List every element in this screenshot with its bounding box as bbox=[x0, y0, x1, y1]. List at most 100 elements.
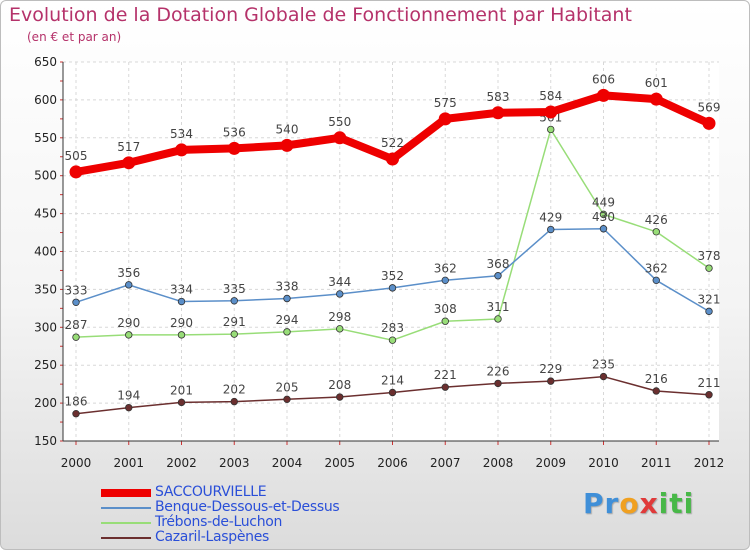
x-tick-label: 2003 bbox=[219, 456, 250, 470]
data-label: 575 bbox=[434, 96, 457, 110]
data-label: 308 bbox=[434, 302, 457, 316]
data-label: 311 bbox=[487, 300, 510, 314]
data-point bbox=[494, 379, 502, 388]
data-label: 517 bbox=[117, 140, 140, 154]
data-point bbox=[491, 106, 505, 120]
data-point bbox=[283, 328, 291, 336]
data-label: 208 bbox=[328, 378, 351, 392]
data-point bbox=[336, 325, 344, 333]
data-label: 235 bbox=[592, 358, 615, 372]
data-point bbox=[441, 276, 449, 285]
legend-swatch bbox=[101, 507, 151, 509]
data-point bbox=[599, 210, 608, 219]
data-point bbox=[230, 330, 238, 338]
legend-swatch bbox=[101, 537, 151, 539]
data-label: 550 bbox=[328, 115, 351, 129]
legend-swatch bbox=[101, 489, 151, 497]
logo-letter: t bbox=[669, 487, 684, 520]
data-point bbox=[386, 152, 399, 166]
data-label: 429 bbox=[539, 211, 562, 225]
data-label: 505 bbox=[65, 149, 88, 163]
data-point bbox=[283, 294, 291, 303]
data-label: 205 bbox=[276, 380, 299, 394]
data-point bbox=[388, 284, 397, 292]
data-point bbox=[125, 403, 133, 412]
data-label: 221 bbox=[434, 368, 457, 382]
data-point bbox=[652, 276, 660, 285]
data-point bbox=[705, 307, 713, 316]
data-label: 216 bbox=[645, 372, 668, 386]
data-point bbox=[230, 397, 238, 406]
y-tick-label: 450 bbox=[34, 207, 57, 221]
data-point bbox=[336, 290, 344, 298]
legend-label: Trébons-de-Luchon bbox=[155, 514, 283, 530]
data-point bbox=[72, 298, 80, 306]
data-label: 202 bbox=[223, 383, 246, 397]
data-label: 352 bbox=[381, 269, 404, 283]
data-label: 283 bbox=[381, 321, 404, 335]
data-label: 584 bbox=[539, 89, 562, 103]
y-tick-label: 350 bbox=[34, 282, 57, 296]
x-tick-label: 2004 bbox=[272, 456, 303, 470]
logo-letter: o bbox=[619, 487, 640, 520]
legend-label: SACCOURVIELLE bbox=[155, 484, 267, 500]
x-tick-label: 2005 bbox=[324, 456, 355, 470]
data-label: 194 bbox=[117, 389, 140, 403]
legend-label: Benque-Dessous-et-Dessus bbox=[155, 499, 340, 515]
data-point bbox=[652, 387, 660, 395]
data-label: 583 bbox=[487, 90, 510, 104]
y-tick-label: 250 bbox=[34, 358, 57, 372]
y-tick-label: 600 bbox=[34, 93, 57, 107]
y-tick-label: 150 bbox=[34, 434, 57, 448]
data-point bbox=[494, 315, 502, 323]
data-label: 534 bbox=[170, 127, 193, 141]
data-point bbox=[649, 92, 663, 106]
data-label: 378 bbox=[698, 249, 721, 263]
data-label: 287 bbox=[65, 318, 88, 332]
data-label: 601 bbox=[645, 76, 668, 90]
data-point bbox=[283, 395, 291, 404]
data-point bbox=[72, 333, 80, 341]
data-label: 186 bbox=[65, 395, 88, 409]
data-point bbox=[177, 331, 186, 339]
data-label: 569 bbox=[698, 100, 721, 114]
x-tick-label: 2006 bbox=[377, 456, 408, 470]
data-point bbox=[494, 272, 502, 280]
proxiti-logo: Proxiti bbox=[583, 487, 694, 520]
data-point bbox=[705, 391, 713, 399]
data-point bbox=[438, 112, 452, 126]
data-point bbox=[177, 297, 186, 306]
data-point bbox=[333, 131, 347, 145]
logo-letter: x bbox=[639, 487, 659, 520]
data-point bbox=[177, 398, 186, 407]
data-label: 214 bbox=[381, 373, 404, 387]
y-tick-label: 300 bbox=[34, 320, 57, 334]
y-tick-label: 200 bbox=[34, 396, 57, 410]
data-point bbox=[547, 225, 555, 234]
x-tick-label: 2007 bbox=[430, 456, 461, 470]
data-point bbox=[599, 225, 608, 233]
data-label: 298 bbox=[328, 310, 351, 324]
data-point bbox=[702, 116, 716, 130]
data-label: 229 bbox=[539, 362, 562, 376]
x-tick-label: 2008 bbox=[483, 456, 514, 470]
x-tick-label: 2000 bbox=[61, 456, 92, 470]
data-point bbox=[125, 331, 133, 339]
x-tick-label: 2002 bbox=[166, 456, 197, 470]
data-point bbox=[599, 372, 608, 381]
x-tick-label: 2011 bbox=[641, 456, 672, 470]
x-tick-label: 2012 bbox=[694, 456, 725, 470]
data-label: 211 bbox=[698, 376, 721, 390]
data-point bbox=[544, 105, 558, 119]
x-tick-label: 2001 bbox=[113, 456, 144, 470]
data-label: 362 bbox=[434, 261, 457, 275]
x-tick-label: 2010 bbox=[588, 456, 619, 470]
data-point bbox=[69, 165, 83, 179]
data-point bbox=[388, 388, 397, 397]
data-point bbox=[336, 393, 344, 401]
data-point bbox=[230, 297, 238, 305]
data-point bbox=[227, 141, 241, 155]
data-label: 522 bbox=[381, 136, 404, 150]
logo-letter: i bbox=[658, 487, 670, 520]
